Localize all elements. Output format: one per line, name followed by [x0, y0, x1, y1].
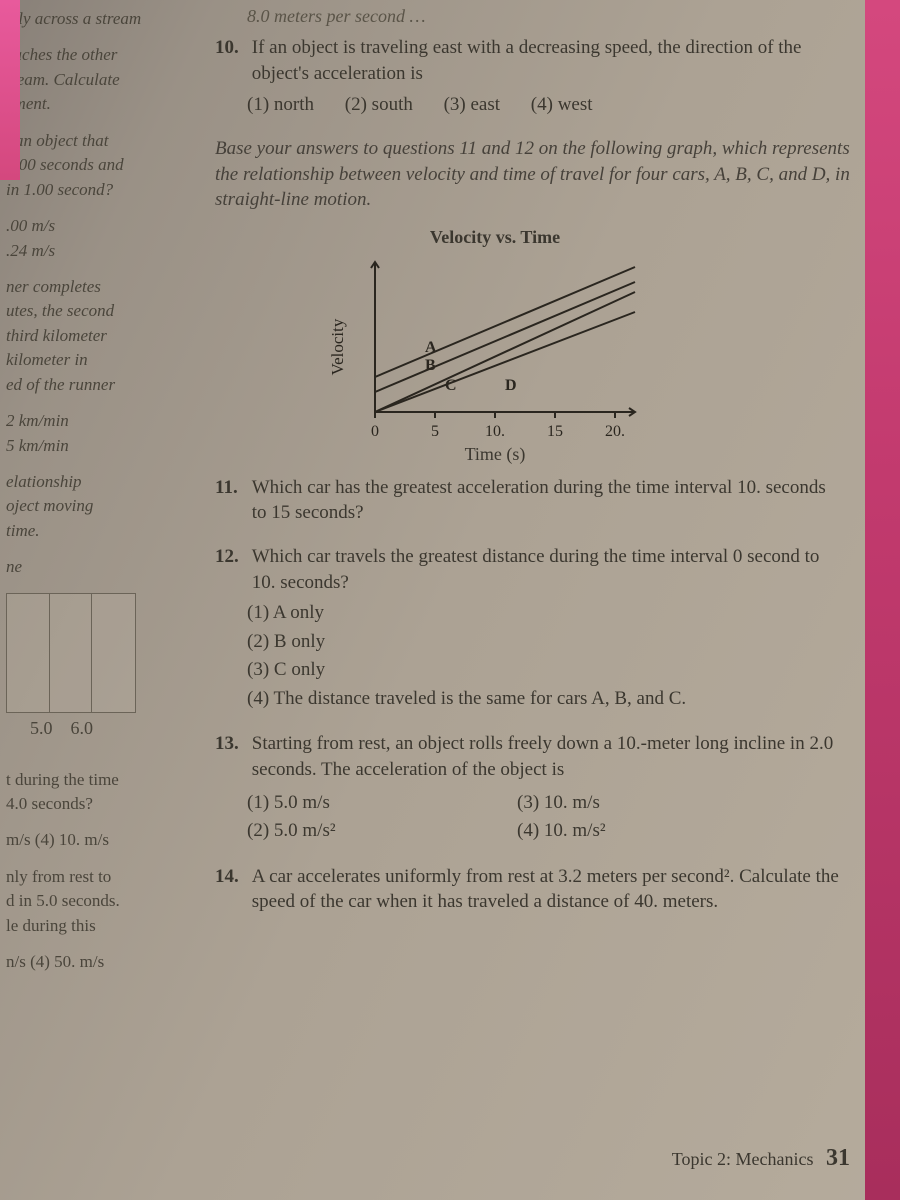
option: (1) 5.0 m/s	[247, 789, 517, 818]
velocity-time-chart: Velocity vs. Time 0 5 10. 15 20. ABC D Veloci…	[285, 227, 705, 465]
chart-line-label-A: A	[425, 339, 437, 356]
num: 5.0	[30, 717, 53, 741]
frag: .00 m/s	[6, 215, 189, 237]
svg-text:10.: 10.	[485, 423, 505, 440]
main-column: 8.0 meters per second … 10. If an object…	[205, 0, 860, 943]
question-13: 13. Starting from rest, an object rolls …	[215, 731, 850, 845]
table-axis-nums: 5.0 6.0	[6, 717, 189, 741]
question-text: Starting from rest, an object rolls free…	[252, 731, 842, 782]
option: (2) B only	[247, 628, 850, 657]
question-text: If an object is traveling east with a de…	[252, 35, 842, 86]
chart-line-label-B: B	[425, 357, 436, 374]
question-number: 10.	[215, 35, 247, 61]
svg-text:20.: 20.	[605, 423, 625, 440]
frag: n/s (4) 50. m/s	[6, 951, 189, 973]
question-14: 14. A car accelerates uniformly from res…	[215, 864, 850, 915]
option: (1) north	[247, 92, 314, 118]
option: (3) 10. m/s	[517, 789, 787, 818]
page-number: 31	[826, 1145, 850, 1171]
frag: nly from rest to	[6, 866, 189, 888]
left-column-fragments: ctly across a stream eaches the other tr…	[0, 0, 195, 996]
topic-label: Topic 2: Mechanics	[672, 1149, 814, 1169]
x-ticks: 0 5 10. 15 20.	[371, 412, 625, 440]
y-axis-label: Velocity	[328, 318, 347, 375]
chart-title: Velocity vs. Time	[285, 227, 705, 248]
question-12: 12. Which car travels the greatest dista…	[215, 544, 850, 713]
option: (4) 10. m/s²	[517, 817, 787, 846]
question-number: 13.	[215, 731, 247, 757]
svg-text:0: 0	[371, 423, 379, 440]
frag: tream. Calculate	[6, 69, 189, 91]
question-text: Which car travels the greatest distance …	[252, 544, 842, 595]
cutoff-line: 8.0 meters per second …	[215, 6, 850, 27]
question-number: 12.	[215, 544, 247, 570]
frag: ement.	[6, 93, 189, 115]
chart-line-D	[375, 312, 635, 412]
frag: 5 km/min	[6, 435, 189, 457]
chart-lines: ABC D	[375, 267, 635, 412]
chart-svg: 0 5 10. 15 20. ABC D Velocity	[325, 252, 665, 442]
partial-table	[6, 593, 136, 713]
option: (1) A only	[247, 599, 850, 628]
svg-text:5: 5	[431, 423, 439, 440]
frag: m/s (4) 10. m/s	[6, 829, 189, 851]
option: (2) 5.0 m/s²	[247, 817, 517, 846]
frag: third kilometer	[6, 325, 189, 347]
question-10: 10. If an object is traveling east with …	[215, 35, 850, 118]
options-col: (1) A only (2) B only (3) C only (4) The…	[215, 599, 850, 713]
questions-intro: Base your answers to questions 11 and 12…	[215, 136, 850, 213]
chart-line-A	[375, 267, 635, 377]
options-row: (1) north (2) south (3) east (4) west	[215, 92, 850, 118]
frag: ner completes	[6, 276, 189, 298]
option: (3) C only	[247, 656, 850, 685]
binding-edge-top	[0, 0, 20, 180]
page-footer: Topic 2: Mechanics 31	[672, 1145, 850, 1172]
option: (3) east	[444, 92, 500, 118]
frag: ed of the runner	[6, 374, 189, 396]
frag: 2 km/min	[6, 410, 189, 432]
frag: f an object that	[6, 130, 189, 152]
frag: ne	[6, 556, 189, 578]
option: (4) west	[531, 92, 593, 118]
option: (4) The distance traveled is the same fo…	[247, 685, 807, 714]
frag: kilometer in	[6, 349, 189, 371]
frag: 2.00 seconds and	[6, 154, 189, 176]
frag: le during this	[6, 915, 189, 937]
frag: t during the time	[6, 769, 189, 791]
question-text: Which car has the greatest acceleration …	[252, 475, 842, 526]
question-number: 14.	[215, 864, 247, 890]
frag: elationship	[6, 471, 189, 493]
textbook-page: ctly across a stream eaches the other tr…	[0, 0, 900, 1200]
frag: eaches the other	[6, 44, 189, 66]
binding-edge-right	[865, 0, 900, 1200]
chart-line-B	[375, 282, 635, 392]
chart-line-C	[375, 292, 635, 412]
frag: d in 5.0 seconds.	[6, 890, 189, 912]
x-axis-label: Time (s)	[285, 444, 705, 465]
chart-line-label-C: C	[445, 377, 457, 394]
frag: utes, the second	[6, 300, 189, 322]
frag: 4.0 seconds?	[6, 793, 189, 815]
question-number: 11.	[215, 475, 247, 501]
question-text: A car accelerates uniformly from rest at…	[252, 864, 842, 915]
frag: ctly across a stream	[6, 8, 189, 30]
svg-text:15: 15	[547, 423, 563, 440]
frag: oject moving	[6, 495, 189, 517]
frag: .24 m/s	[6, 240, 189, 262]
frag: time.	[6, 520, 189, 542]
option: (2) south	[345, 92, 413, 118]
frag: in 1.00 second?	[6, 179, 189, 201]
options-2col: (1) 5.0 m/s (2) 5.0 m/s² (3) 10. m/s (4)…	[215, 789, 850, 846]
question-11: 11. Which car has the greatest accelerat…	[215, 475, 850, 526]
num: 6.0	[71, 717, 94, 741]
chart-line-label-D: D	[505, 377, 517, 394]
